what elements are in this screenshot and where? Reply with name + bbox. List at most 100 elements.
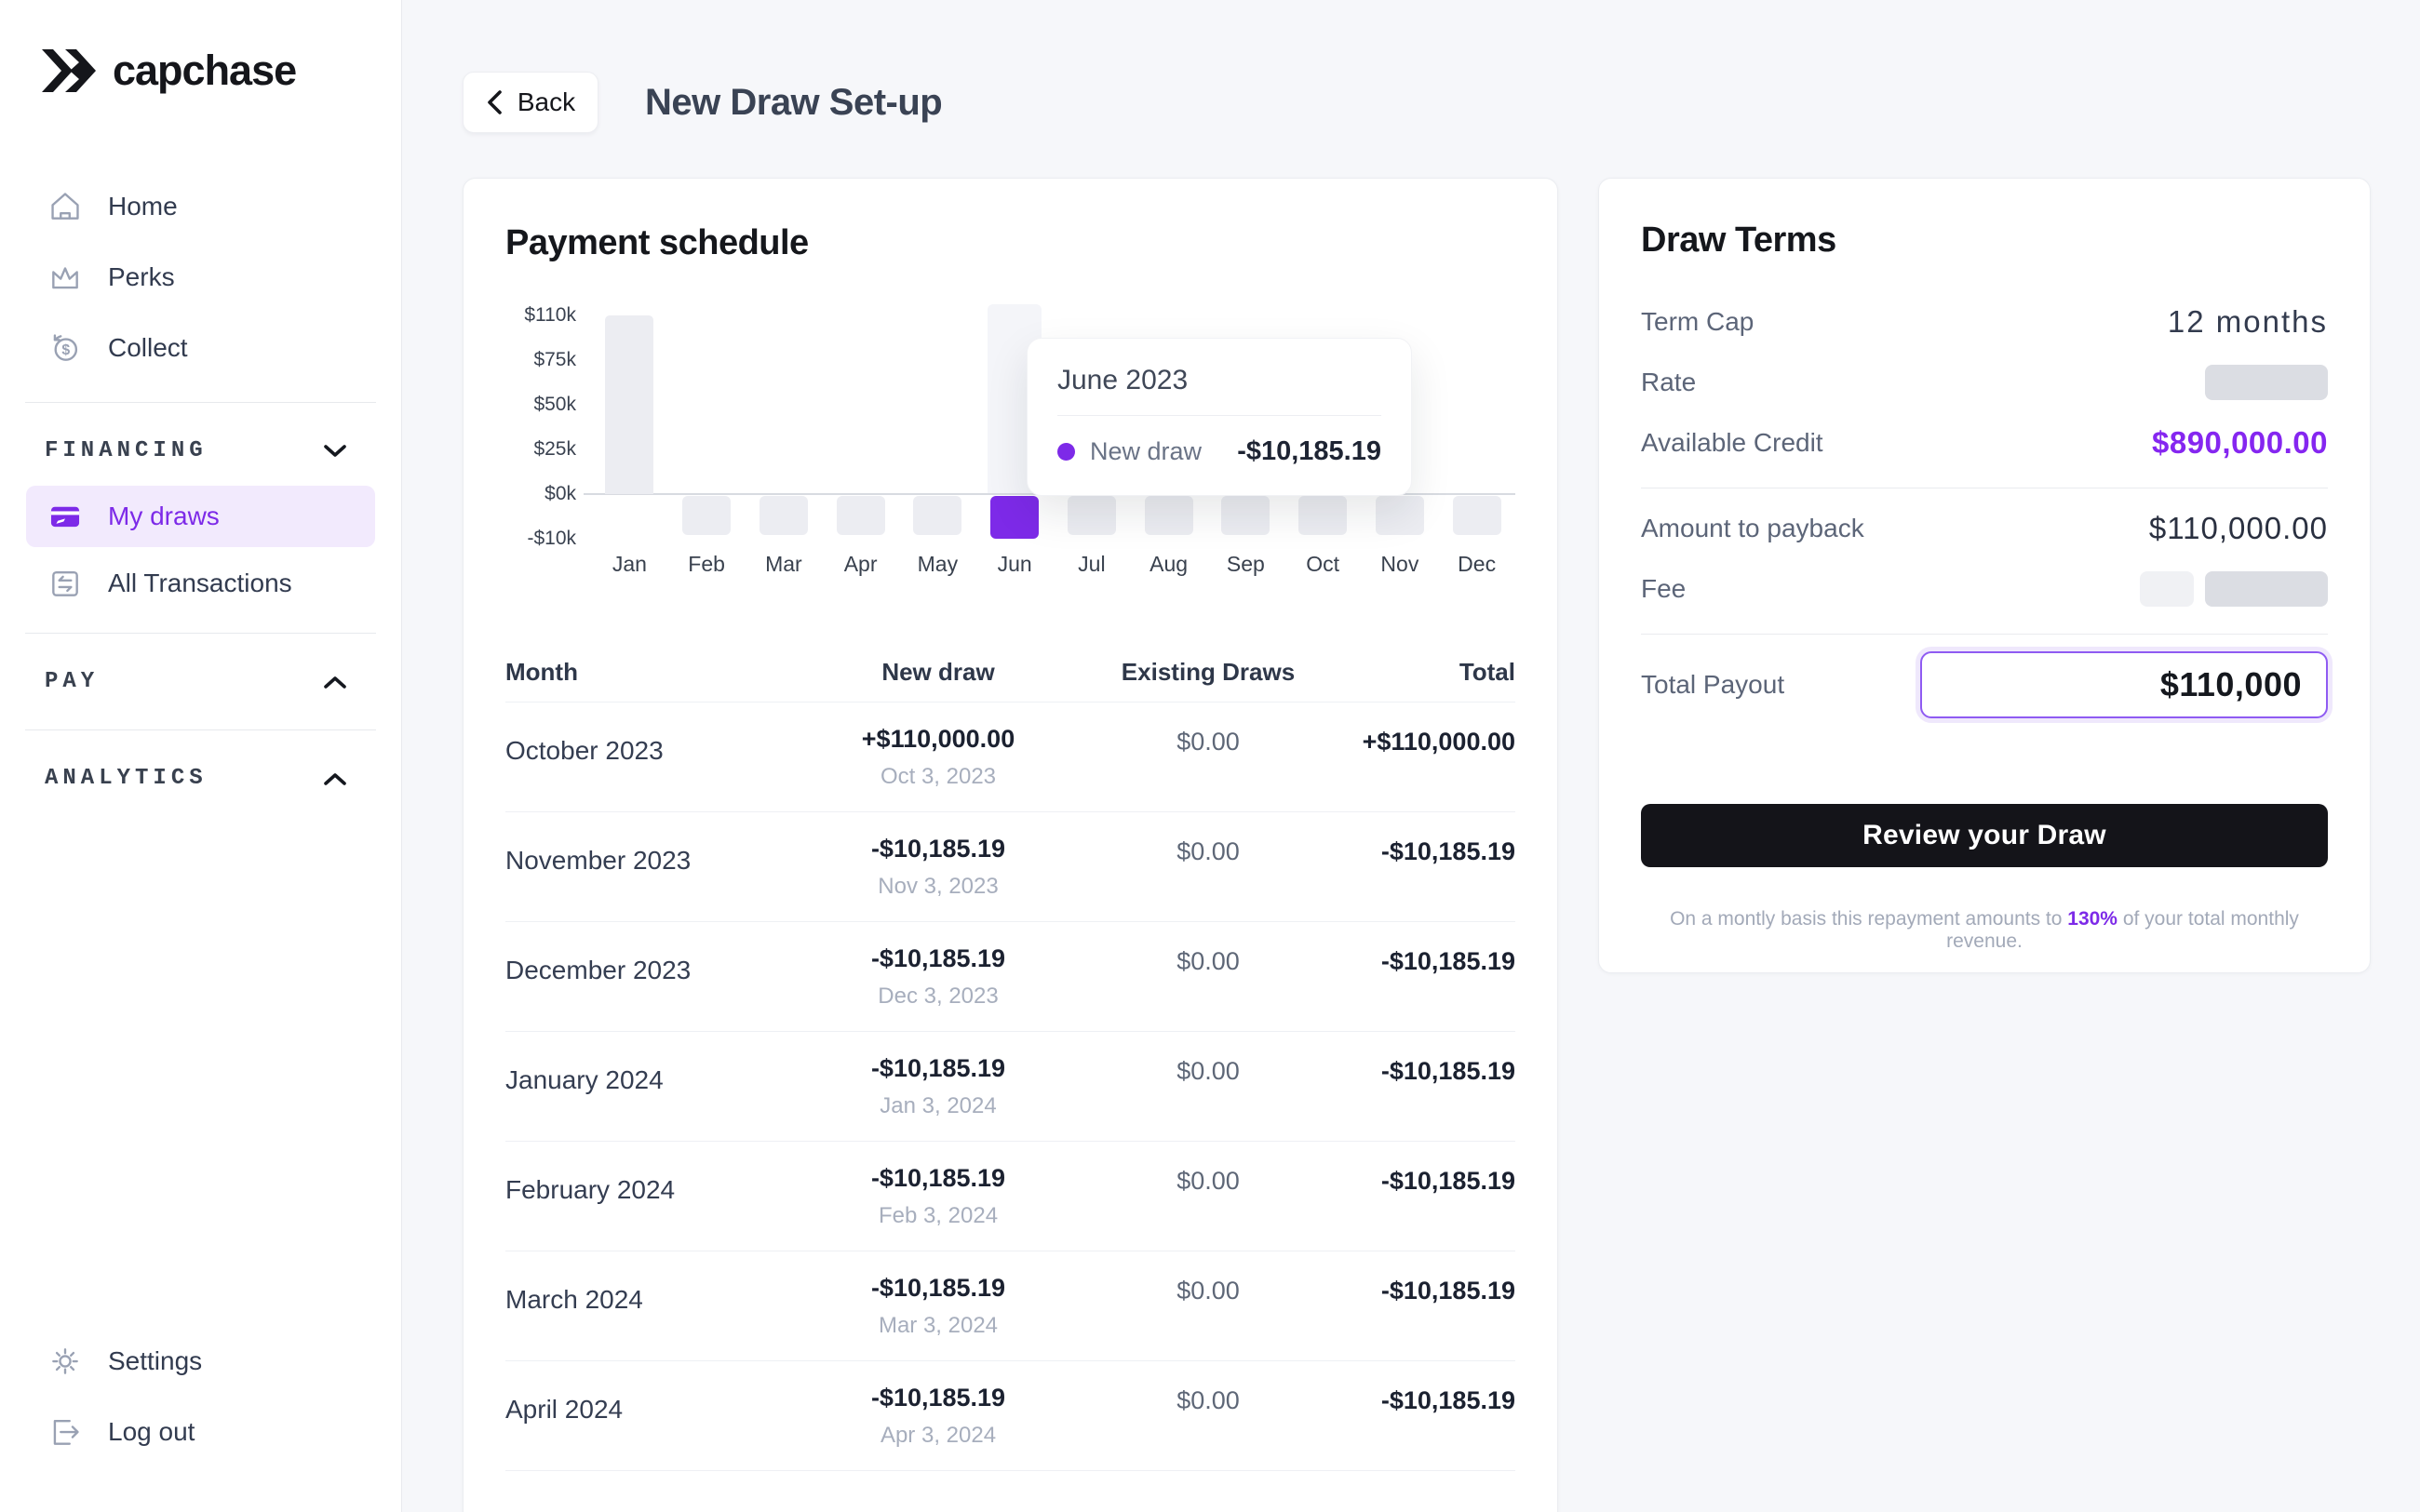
term-cap-label: Term Cap [1641,307,1754,336]
back-button[interactable]: Back [463,72,598,133]
sidebar-item-all-transactions[interactable]: All Transactions [26,553,375,614]
cell-month: March 2024 [505,1285,643,1314]
sidebar-item-label: My draws [108,502,220,530]
x-axis-label: Oct [1306,552,1340,576]
sidebar-main-nav: Home Perks $ Collect [0,171,401,383]
fee-label: Fee [1641,574,1687,603]
tooltip-series-label: New draw [1090,437,1203,465]
sidebar-item-settings[interactable]: Settings [0,1326,401,1397]
main-area: Back New Draw Set-up Payment schedule $1… [402,0,2420,1512]
table-row: November 2023 -$10,185.19 Nov 3, 2023 $0.00… [505,812,1515,922]
chart-slot-dec: Dec [1438,315,1515,576]
cell-month: October 2023 [505,736,664,765]
sidebar-item-label: Perks [108,262,175,291]
table-row: January 2024 -$10,185.19 Jan 3, 2024 $0.00 -… [505,1032,1515,1142]
new-draw-amount: -$10,185.19 [870,1054,1006,1082]
fee-skeleton-pill-light [2140,571,2194,607]
bar-jun[interactable] [990,496,1040,539]
divider [25,402,376,403]
payment-chart: $110k $75k $50k $25k $0k -$10k June 2023 New … [505,304,1515,611]
bar-apr[interactable] [836,496,885,535]
x-axis-label: Jun [997,552,1032,576]
new-draw-date: Mar 3, 2024 [878,1313,999,1338]
x-axis-label: Mar [765,552,802,576]
total-payout-label: Total Payout [1641,670,1785,699]
series-dot-icon [1057,443,1075,461]
footnote-prefix: On a montly basis this repayment amounts… [1670,908,2068,930]
bar-dec[interactable] [1452,496,1501,535]
chevron-down-icon [323,444,347,459]
bar-sep[interactable] [1221,496,1270,535]
capchase-wordmark: capchase [113,47,297,94]
cell-new-draw: -$10,185.19 Dec 3, 2023 [785,922,1092,1031]
cell-total: -$10,185.19 [1380,1277,1515,1305]
bar-jul[interactable] [1067,496,1116,535]
table-row: December 2023 -$10,185.19 Dec 3, 2023 $0.00… [505,922,1515,1032]
sidebar-item-my-draws[interactable]: My draws [26,486,375,547]
bar-jan[interactable] [605,315,654,494]
sidebar-item-perks[interactable]: Perks [0,242,401,313]
fee-row: Fee [1641,569,2328,609]
cell-month: November 2023 [505,846,692,875]
bar-feb[interactable] [682,496,732,535]
rate-skeleton-pill [2205,365,2328,400]
section-header-pay[interactable]: PAY [0,652,401,711]
logout-icon [47,1413,84,1451]
section-header-financing[interactable]: FINANCING [0,421,401,480]
column-header-month: Month [505,658,578,686]
rate-row: Rate [1641,362,2328,403]
x-axis-label: Apr [843,552,878,576]
cell-existing-draws: $0.00 [1176,728,1240,756]
chevron-up-icon [323,675,347,689]
cell-existing-draws: $0.00 [1176,1277,1240,1305]
x-axis-label: May [917,552,959,576]
new-draw-amount: -$10,185.19 [870,1384,1006,1412]
sidebar-item-log-out[interactable]: Log out [0,1397,401,1467]
payment-table: Month New draw Existing Draws Total Octo… [505,658,1515,1471]
bar-may[interactable] [913,496,962,535]
new-draw-amount: -$10,185.19 [870,1274,1006,1302]
cell-month: April 2024 [505,1395,624,1424]
payment-schedule-card: Payment schedule $110k $75k $50k $25k $0k -$1… [463,178,1558,1512]
chart-slot-feb: Feb [668,315,746,576]
bar-oct[interactable] [1298,496,1348,535]
x-axis-label: Jan [612,552,647,576]
new-draw-date: Jan 3, 2024 [880,1093,997,1118]
total-payout-input[interactable] [1920,651,2328,718]
new-draw-amount: -$10,185.19 [870,835,1006,863]
sidebar-sections: FINANCING My draws All Transactions PAY ANAL… [0,402,401,808]
section-header-analytics[interactable]: ANALYTICS [0,749,401,808]
y-axis-tick: $0k [544,483,576,504]
section-label: ANALYTICS [45,766,208,791]
chart-slot-may: May [899,315,976,576]
chart-slot-aug: Aug [1130,315,1207,576]
y-axis-tick: $75k [533,349,576,370]
bar-aug[interactable] [1144,496,1193,535]
bar-nov[interactable] [1375,496,1424,535]
sidebar-item-home[interactable]: Home [0,171,401,242]
chevron-up-icon [323,771,347,786]
bar-mar[interactable] [759,496,808,535]
cell-month: December 2023 [505,956,692,984]
sidebar-item-collect[interactable]: $ Collect [0,313,401,383]
new-draw-amount: -$10,185.19 [870,1164,1006,1192]
sidebar-item-label: All Transactions [108,569,292,597]
column-header-existing-draws: Existing Draws [1121,658,1296,686]
transactions-icon [47,565,84,602]
footnote-suffix: of your total monthly revenue. [1946,908,2299,952]
payment-schedule-title: Payment schedule [505,223,809,262]
gear-icon [47,1343,84,1380]
x-axis-label: Jul [1078,552,1106,576]
content-row: Payment schedule $110k $75k $50k $25k $0k -$1… [463,178,2420,1512]
cell-total: -$10,185.19 [1380,947,1515,975]
table-row: February 2024 -$10,185.19 Feb 3, 2024 $0.00… [505,1142,1515,1251]
review-draw-button[interactable]: Review your Draw [1641,804,2328,867]
chart-slot-mar: Mar [746,315,823,576]
cell-existing-draws: $0.00 [1176,837,1240,865]
cell-new-draw: -$10,185.19 Feb 3, 2024 [785,1142,1092,1251]
card-icon [47,498,84,535]
new-draw-date: Feb 3, 2024 [878,1203,999,1228]
fee-skeleton [2140,571,2328,607]
total-payout-row: Total Payout [1641,651,2328,718]
